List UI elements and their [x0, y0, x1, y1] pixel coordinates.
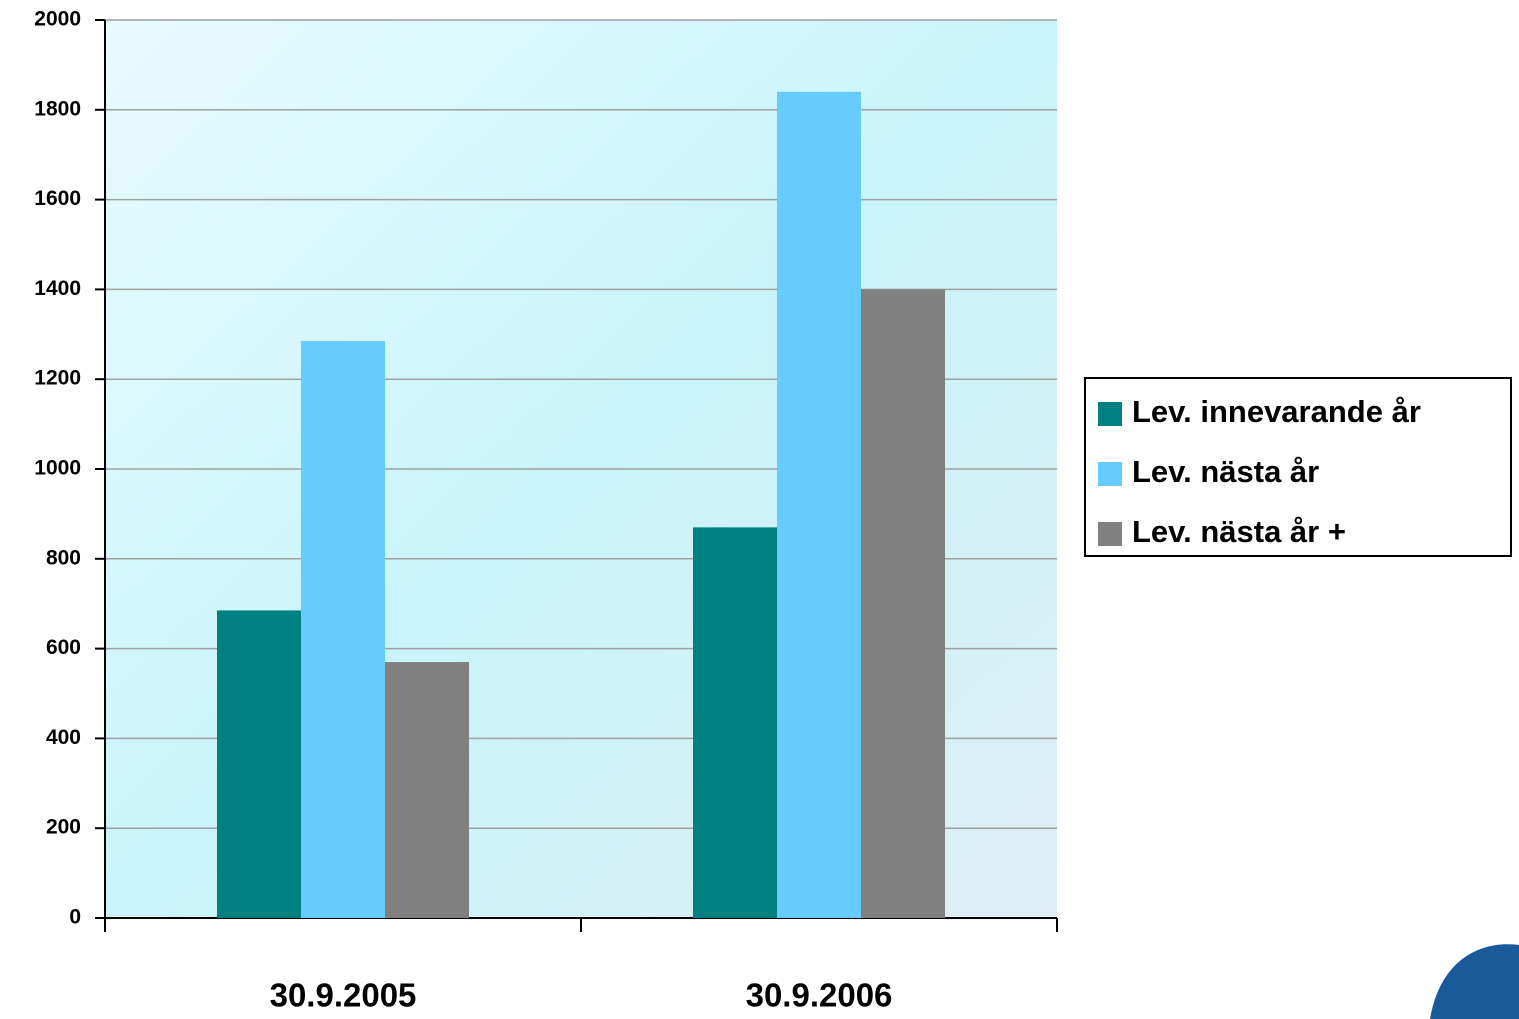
legend-label: Lev. innevarande år	[1132, 394, 1421, 429]
y-tick-label: 800	[46, 546, 81, 569]
bar	[777, 91, 861, 919]
legend-label: Lev. nästa år +	[1132, 514, 1346, 549]
y-tick-label: 1800	[34, 97, 81, 120]
y-tick-label: 1400	[34, 277, 81, 300]
logo	[1430, 944, 1519, 1019]
bar	[385, 662, 469, 918]
y-tick-label: 400	[46, 726, 81, 749]
legend-swatch	[1098, 522, 1122, 546]
x-tick-label: 30.9.2006	[746, 977, 893, 1014]
y-tick-label: 600	[46, 636, 81, 659]
y-tick-label: 1200	[34, 367, 81, 390]
y-tick-label: 200	[46, 816, 81, 839]
legend-box	[1084, 377, 1512, 557]
bar	[861, 289, 945, 918]
y-tick-label: 0	[69, 906, 81, 929]
legend-label: Lev. nästa år	[1132, 454, 1319, 489]
y-tick-label: 1600	[34, 187, 81, 210]
legend-swatch	[1098, 402, 1122, 426]
y-tick-label: 2000	[34, 8, 81, 31]
bar	[301, 341, 385, 918]
y-tick-label: 1000	[34, 457, 81, 480]
bar	[217, 610, 301, 918]
x-tick-label: 30.9.2005	[270, 977, 417, 1014]
legend-swatch	[1098, 462, 1122, 486]
bar	[693, 527, 777, 918]
